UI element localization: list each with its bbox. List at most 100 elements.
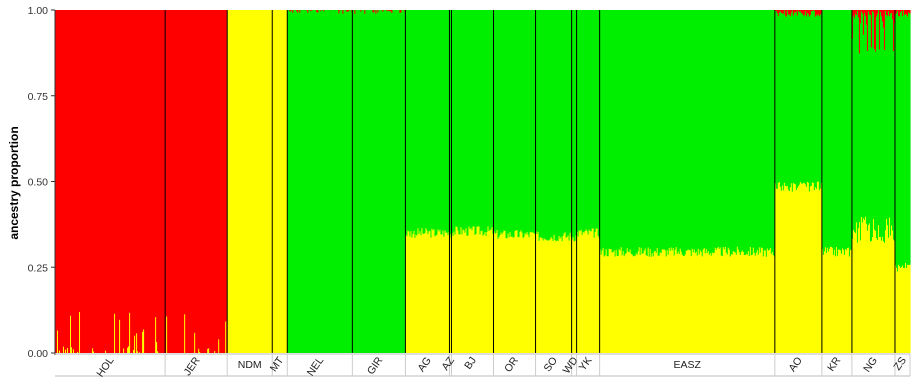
bar-segment-yellow xyxy=(273,10,275,353)
bar-segment-yellow xyxy=(736,246,739,353)
bar-segment-green xyxy=(457,10,460,231)
bar-segment-red xyxy=(894,10,897,15)
bar-segment-green xyxy=(904,13,907,263)
bar-segment-green xyxy=(582,10,585,232)
bar-segment-green xyxy=(442,10,445,231)
bar-segment-red xyxy=(159,10,161,353)
bar-segment-yellow xyxy=(620,247,623,353)
bar-segment-red xyxy=(64,10,66,353)
bar-segment-yellow xyxy=(602,248,605,353)
bar-segment-yellow xyxy=(665,256,668,353)
bar-segment-yellow xyxy=(488,231,491,353)
bar-segment-red xyxy=(795,10,798,12)
bar-segment-green xyxy=(455,10,458,227)
bar-segment-yellow xyxy=(704,253,707,353)
bar-segment-red xyxy=(56,10,58,353)
bar-segment-yellow xyxy=(778,181,781,353)
bar-segment-yellow xyxy=(658,255,661,353)
bar-segment-red xyxy=(145,10,147,353)
bar-segment-yellow xyxy=(683,256,686,353)
bar-segment-yellow xyxy=(652,256,655,353)
bar-segment-green xyxy=(390,11,392,354)
bar-segment-red xyxy=(807,10,810,15)
bar-segment-green xyxy=(654,10,657,251)
bar-segment-yellow xyxy=(647,247,650,353)
bar-segment-green xyxy=(599,10,602,250)
bar-segment-green xyxy=(760,10,763,248)
bar-segment-yellow xyxy=(849,249,852,353)
bar-segment-green xyxy=(402,10,405,353)
bar-segment-yellow xyxy=(573,241,576,353)
bar-segment-red xyxy=(203,10,205,353)
bar-segment-green xyxy=(595,10,598,229)
bar-segment-yellow xyxy=(908,264,910,353)
bar-segment-yellow xyxy=(428,231,431,353)
bar-segment-green xyxy=(802,15,805,183)
bar-segment-yellow xyxy=(553,234,556,353)
bar-segment-red xyxy=(118,10,120,353)
bar-segment-yellow xyxy=(656,248,659,353)
bar-segment-yellow xyxy=(541,238,544,353)
bar-segment-green xyxy=(428,10,431,232)
bar-segment-green xyxy=(883,50,886,243)
bar-segment-green xyxy=(301,10,303,353)
bar-segment-yellow xyxy=(285,10,287,353)
bar-segment-red xyxy=(146,10,148,353)
bar-segment-red xyxy=(183,10,185,353)
bar-segment-green xyxy=(559,10,562,239)
bar-segment-yellow xyxy=(747,251,750,353)
bar-segment-red xyxy=(862,10,865,35)
bar-segment-green xyxy=(454,10,457,235)
bar-segment-red xyxy=(855,10,858,16)
bar-segment-red xyxy=(884,10,887,12)
group-label-kr: KR xyxy=(825,355,843,374)
bar-segment-green xyxy=(602,10,605,249)
bar-segment-green xyxy=(633,10,636,257)
bar-segment-red xyxy=(167,10,169,353)
bar-segment-green xyxy=(525,10,528,235)
bar-segment-green xyxy=(632,10,635,257)
bar-segment-yellow xyxy=(645,255,648,353)
bar-segment-green xyxy=(292,12,294,353)
bar-segment-red xyxy=(169,10,171,353)
bar-segment-yellow xyxy=(504,231,507,353)
bar-segment-yellow xyxy=(800,183,803,353)
bar-segment-green xyxy=(828,10,831,249)
bar-segment-yellow xyxy=(494,233,497,353)
bar-segment-yellow xyxy=(418,233,421,353)
bar-segment-green xyxy=(474,10,477,236)
bar-segment-green xyxy=(684,10,687,255)
bar-segment-yellow xyxy=(123,348,125,353)
bar-segment-red xyxy=(209,10,211,353)
bar-segment-green xyxy=(531,10,534,232)
bar-segment-red xyxy=(360,10,362,12)
bar-segment-green xyxy=(329,10,331,353)
bar-segment-yellow xyxy=(779,186,782,353)
bar-segment-green xyxy=(757,10,760,255)
bar-segment-red xyxy=(866,10,869,52)
bar-segment-yellow xyxy=(708,254,711,353)
bar-segment-yellow xyxy=(655,253,658,353)
bar-segment-yellow xyxy=(142,331,144,353)
bar-segment-red xyxy=(103,10,105,353)
bar-segment-green xyxy=(699,10,702,251)
bar-segment-yellow xyxy=(562,235,565,353)
bar-segment-green xyxy=(815,14,818,189)
bar-segment-yellow xyxy=(635,253,638,353)
bar-segment-yellow xyxy=(751,254,754,353)
bar-segment-red xyxy=(316,10,318,13)
bar-segment-green xyxy=(873,48,876,230)
bar-segment-red xyxy=(61,10,63,353)
axes-layer: 0.000.250.500.751.00 xyxy=(28,5,910,377)
bar-segment-red xyxy=(790,10,793,13)
bar-segment-yellow xyxy=(718,248,721,353)
bar-segment-yellow xyxy=(886,225,889,353)
bar-segment-green xyxy=(831,10,834,248)
bar-segment-green xyxy=(879,11,882,237)
bar-segment-green xyxy=(495,10,498,234)
bar-segment-green xyxy=(704,10,707,254)
bar-segment-yellow xyxy=(891,230,894,353)
bar-segment-yellow xyxy=(572,237,575,353)
bar-segment-green xyxy=(394,10,396,353)
bar-segment-green xyxy=(768,10,771,251)
